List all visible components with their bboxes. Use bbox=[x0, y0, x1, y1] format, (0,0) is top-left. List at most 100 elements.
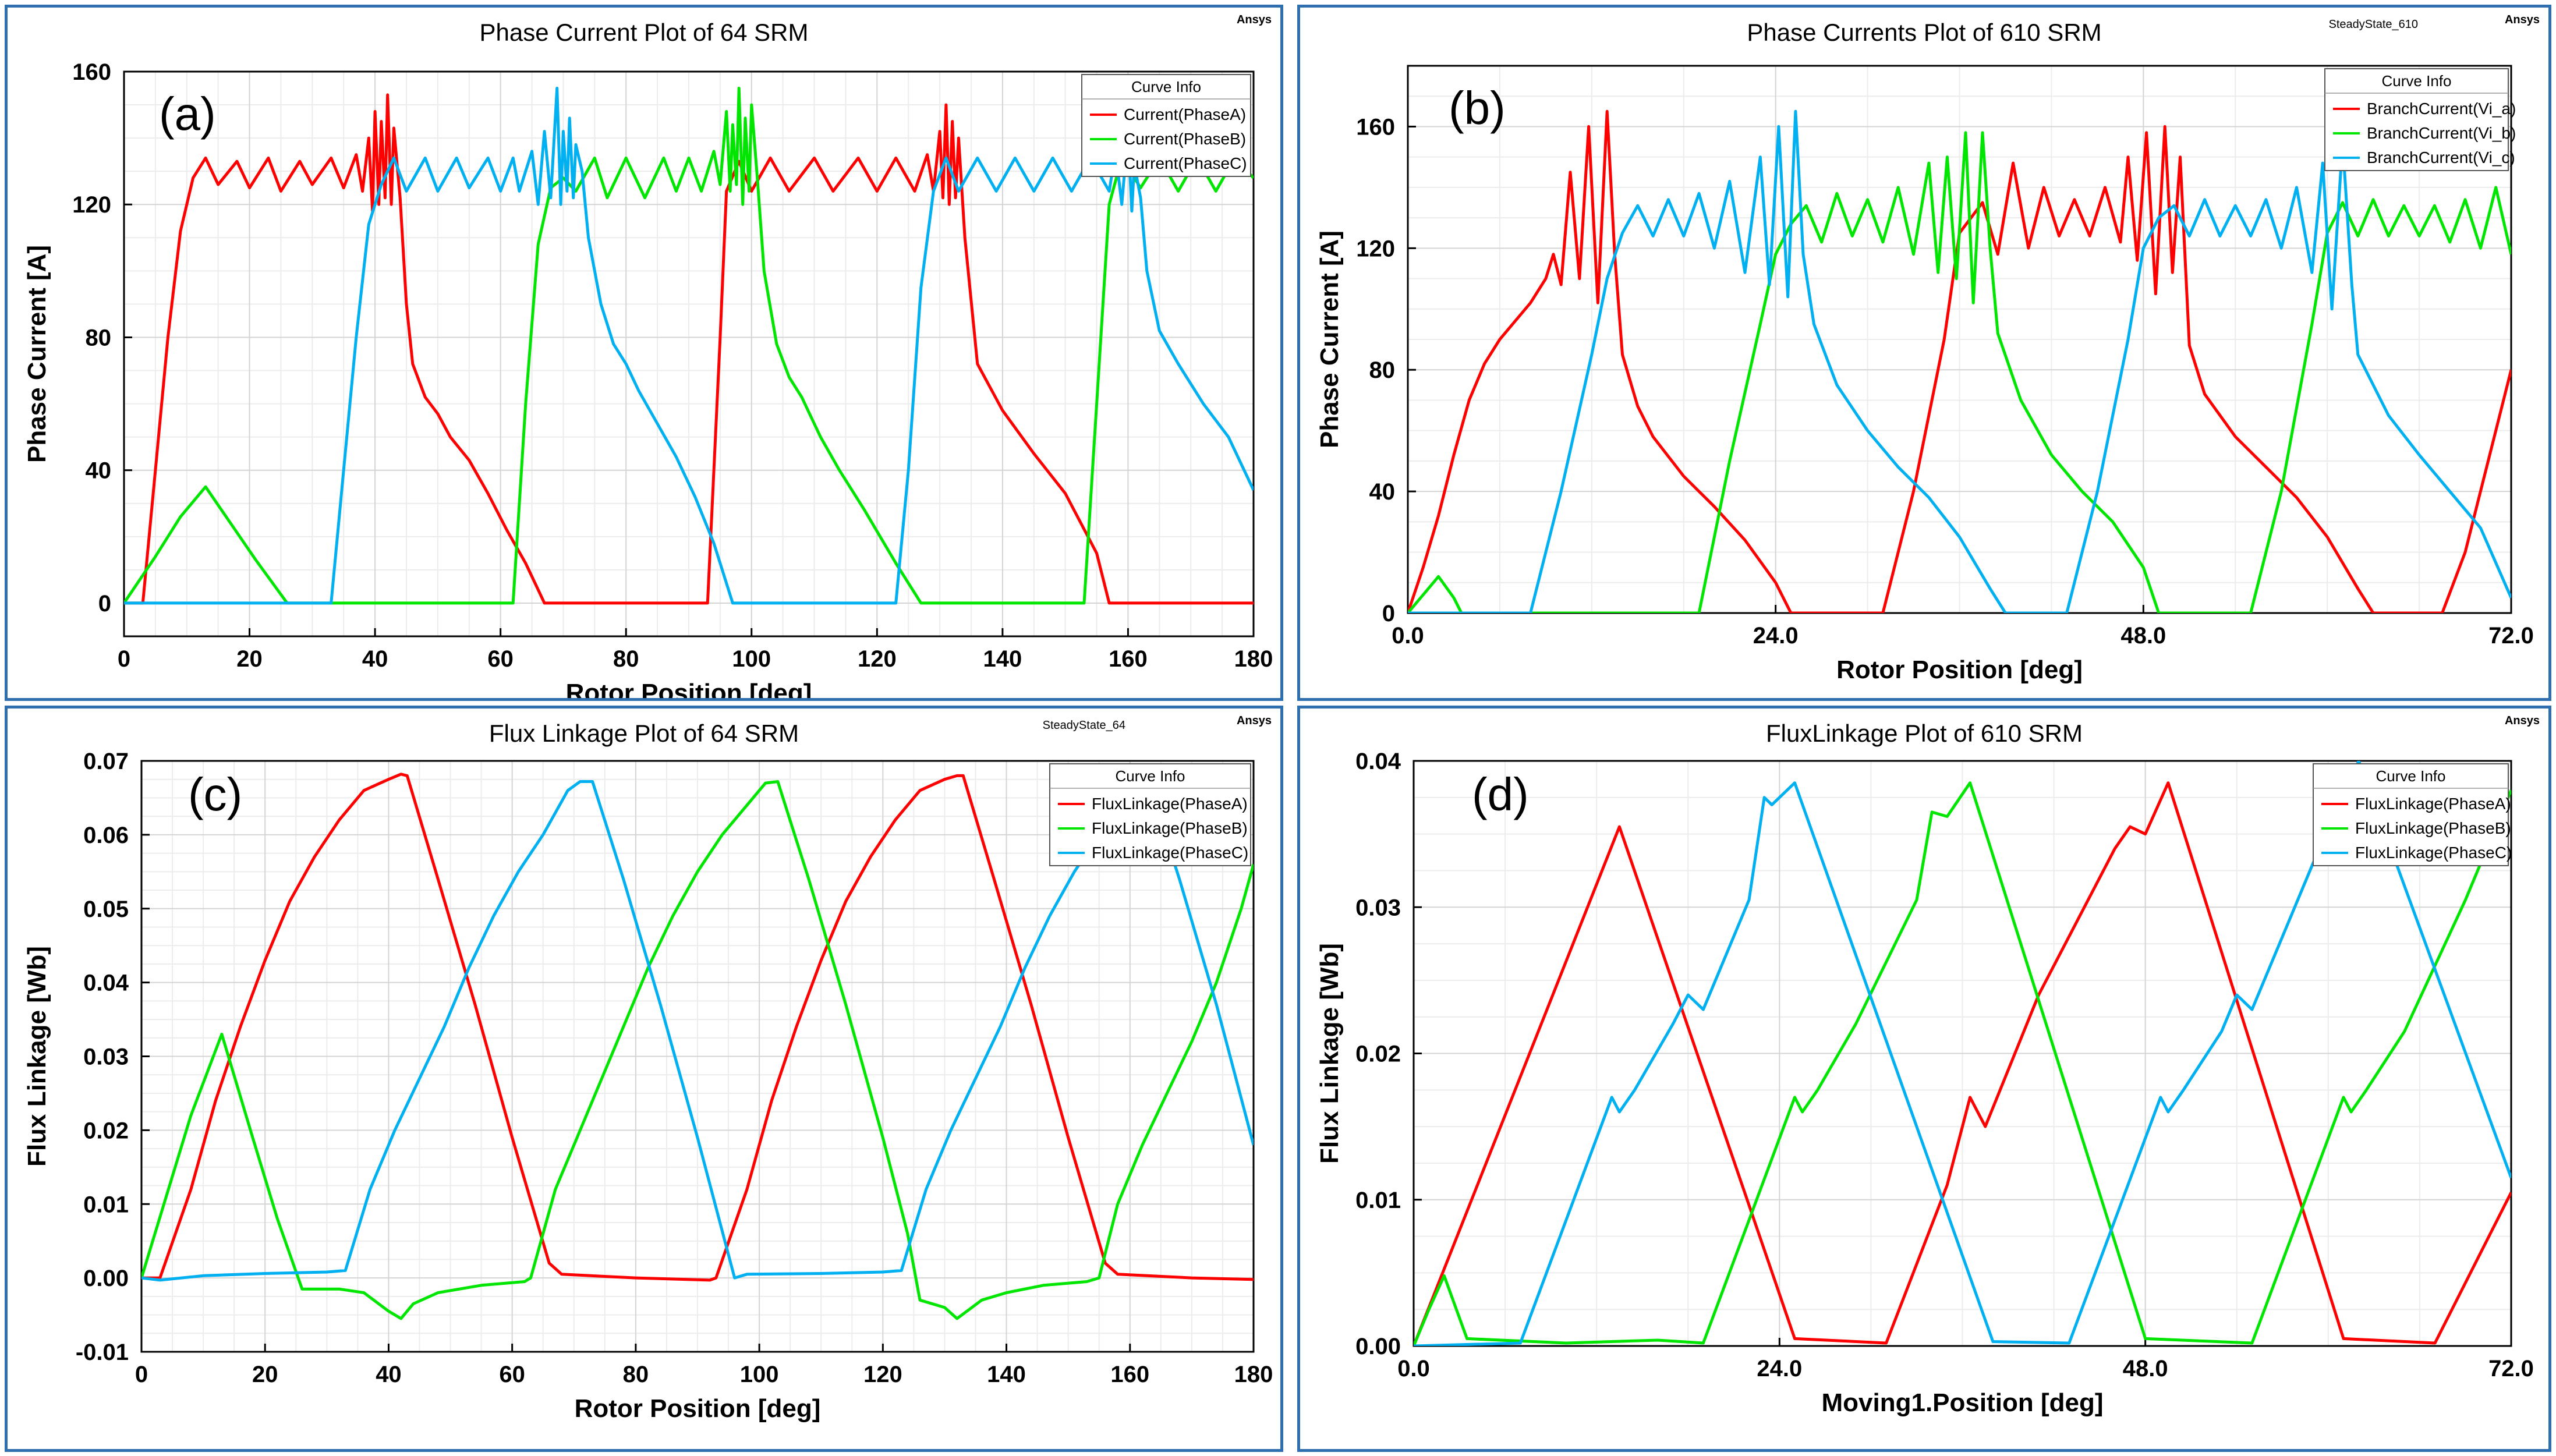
chart-title: FluxLinkage Plot of 610 SRM bbox=[1766, 720, 2083, 747]
panel-d: FluxLinkage Plot of 610 SRM Ansys 0.0 24.0 4… bbox=[1297, 706, 2551, 1452]
x-tick-label: 40 bbox=[362, 646, 388, 672]
steady-state-label: SteadyState_610 bbox=[2329, 18, 2418, 31]
y-tick-label: 0.06 bbox=[83, 823, 129, 848]
panel-b: Phase Currents Plot of 610 SRM Ansys Stead… bbox=[1297, 5, 2551, 701]
legend-box bbox=[2324, 68, 2509, 171]
y-tick-label: -0.01 bbox=[76, 1340, 129, 1365]
legend-entry: BranchCurrent(Vi_a) bbox=[2367, 100, 2516, 118]
brand-label: Ansys bbox=[1237, 13, 1272, 26]
x-tick-label: 60 bbox=[487, 646, 514, 672]
y-tick-label: 0.01 bbox=[1355, 1188, 1401, 1213]
x-tick-label: 24.0 bbox=[1753, 623, 1799, 649]
legend-entry: FluxLinkage(PhaseC) bbox=[2355, 844, 2512, 862]
chart-svg: Phase Current Plot of 64 SRM Ansys 0 20 40 60… bbox=[23, 13, 1273, 698]
series-line-1 bbox=[1414, 781, 2511, 1346]
series-line-3 bbox=[1408, 109, 2511, 613]
y-tick-label: 160 bbox=[1356, 114, 1395, 140]
y-tick-label: 0 bbox=[1382, 601, 1395, 626]
x-axis-label: Moving1.Position [deg] bbox=[1822, 1388, 2104, 1417]
chart-svg: Flux Linkage Plot of 64 SRM Ansys SteadySt… bbox=[23, 714, 1273, 1423]
y-tick-label: 40 bbox=[1369, 479, 1396, 505]
x-tick-label: 140 bbox=[983, 646, 1022, 672]
y-axis-label: Phase Current [A] bbox=[23, 245, 51, 463]
x-tick-label: 40 bbox=[376, 1362, 402, 1387]
x-tick-label: 20 bbox=[236, 646, 263, 672]
series-line-2 bbox=[124, 87, 1254, 605]
x-tick-label: 72.0 bbox=[2488, 623, 2534, 649]
y-axis-label: Flux Linkage [Wb] bbox=[23, 946, 51, 1167]
panel-letter: (a) bbox=[159, 88, 216, 140]
chart-title: Phase Current Plot of 64 SRM bbox=[480, 19, 809, 46]
legend-title: Curve Info bbox=[1116, 767, 1185, 785]
x-tick-label: 20 bbox=[252, 1362, 278, 1387]
y-tick-label: 0.04 bbox=[1355, 749, 1401, 774]
panel-letter: (d) bbox=[1472, 768, 1529, 820]
y-tick-label: 0.02 bbox=[1355, 1041, 1401, 1067]
legend-entry: FluxLinkage(PhaseB) bbox=[2355, 819, 2511, 837]
panel-letter: (b) bbox=[1449, 82, 1506, 134]
legend[interactable]: Curve Info BranchCurrent(Vi_a) BranchCurre… bbox=[2324, 68, 2516, 171]
y-tick-label: 0.03 bbox=[83, 1044, 129, 1070]
grid bbox=[1413, 760, 2512, 1347]
series-line-3 bbox=[124, 87, 1254, 605]
chart-svg: Phase Currents Plot of 610 SRM Ansys Stead… bbox=[1315, 13, 2540, 684]
y-tick-label: 40 bbox=[86, 458, 112, 484]
legend-entry: Current(PhaseA) bbox=[1124, 105, 1246, 123]
legend-entry: BranchCurrent(Vi_c) bbox=[2367, 148, 2515, 166]
y-tick-label: 0.02 bbox=[83, 1118, 129, 1143]
x-tick-label: 180 bbox=[1234, 646, 1273, 672]
x-tick-label: 160 bbox=[1109, 646, 1148, 672]
y-tick-label: 0.04 bbox=[83, 970, 129, 996]
series-line-3 bbox=[1414, 761, 2511, 1346]
y-tick-label: 0.05 bbox=[83, 897, 129, 922]
series-line-2 bbox=[1414, 781, 2511, 1346]
plot-area-frame bbox=[123, 70, 1255, 637]
legend-title: Curve Info bbox=[1131, 78, 1201, 95]
x-tick-label: 48.0 bbox=[2123, 1356, 2168, 1381]
y-axis-label: Flux Linkage [Wb] bbox=[1315, 943, 1344, 1164]
y-tick-label: 120 bbox=[1356, 236, 1395, 261]
y-tick-label: 0.00 bbox=[1355, 1334, 1401, 1359]
x-tick-label: 100 bbox=[740, 1362, 779, 1387]
legend-entry: FluxLinkage(PhaseB) bbox=[1092, 819, 1248, 837]
x-tick-label: 0.0 bbox=[1397, 1356, 1430, 1381]
series-line-1 bbox=[141, 773, 1254, 1282]
legend[interactable]: Curve Info FluxLinkage(PhaseA) FluxLinkage… bbox=[1049, 763, 1251, 866]
legend-entry: Current(PhaseB) bbox=[1124, 130, 1246, 148]
x-tick-label: 120 bbox=[858, 646, 897, 672]
chart-title: Phase Currents Plot of 610 SRM bbox=[1747, 19, 2101, 46]
y-tick-label: 120 bbox=[72, 192, 111, 218]
legend-box bbox=[2313, 763, 2509, 866]
x-tick-label: 140 bbox=[987, 1362, 1026, 1387]
x-tick-label: 24.0 bbox=[1757, 1356, 1802, 1381]
x-tick-label: 60 bbox=[499, 1362, 525, 1387]
legend-box bbox=[1081, 74, 1251, 177]
x-tick-label: 0 bbox=[135, 1362, 148, 1387]
y-tick-label: 0.03 bbox=[1355, 895, 1401, 920]
legend-entry: BranchCurrent(Vi_b) bbox=[2367, 124, 2516, 142]
legend-entry: Current(PhaseC) bbox=[1124, 154, 1247, 172]
legend-entry: FluxLinkage(PhaseC) bbox=[1092, 844, 1248, 862]
plot-area-frame bbox=[1407, 65, 2512, 614]
panel-c: Flux Linkage Plot of 64 SRM Ansys SteadySt… bbox=[5, 706, 1283, 1452]
legend-entry: FluxLinkage(PhaseA) bbox=[1092, 795, 1248, 813]
x-axis-label: Rotor Position [deg] bbox=[566, 679, 812, 698]
chart-title: Flux Linkage Plot of 64 SRM bbox=[489, 720, 799, 747]
y-tick-label: 0.07 bbox=[83, 749, 129, 774]
x-tick-label: 0 bbox=[118, 646, 130, 672]
legend[interactable]: Curve Info FluxLinkage(PhaseA) FluxLinkage… bbox=[2313, 763, 2512, 866]
grid bbox=[123, 71, 1254, 636]
brand-label: Ansys bbox=[1237, 714, 1272, 727]
chart-svg: FluxLinkage Plot of 610 SRM Ansys 0.0 24.0 4… bbox=[1315, 714, 2540, 1417]
legend-title: Curve Info bbox=[2382, 72, 2452, 90]
x-tick-label: 48.0 bbox=[2120, 623, 2166, 649]
y-tick-label: 160 bbox=[72, 59, 111, 85]
x-tick-label: 72.0 bbox=[2488, 1356, 2534, 1381]
legend-box bbox=[1049, 763, 1251, 866]
legend[interactable]: Curve Info Current(PhaseA) Current(PhaseB)… bbox=[1081, 74, 1251, 177]
grid bbox=[141, 760, 1254, 1352]
y-tick-label: 80 bbox=[86, 325, 112, 350]
series-line-2 bbox=[141, 780, 1254, 1320]
legend-entry: FluxLinkage(PhaseA) bbox=[2355, 795, 2511, 813]
